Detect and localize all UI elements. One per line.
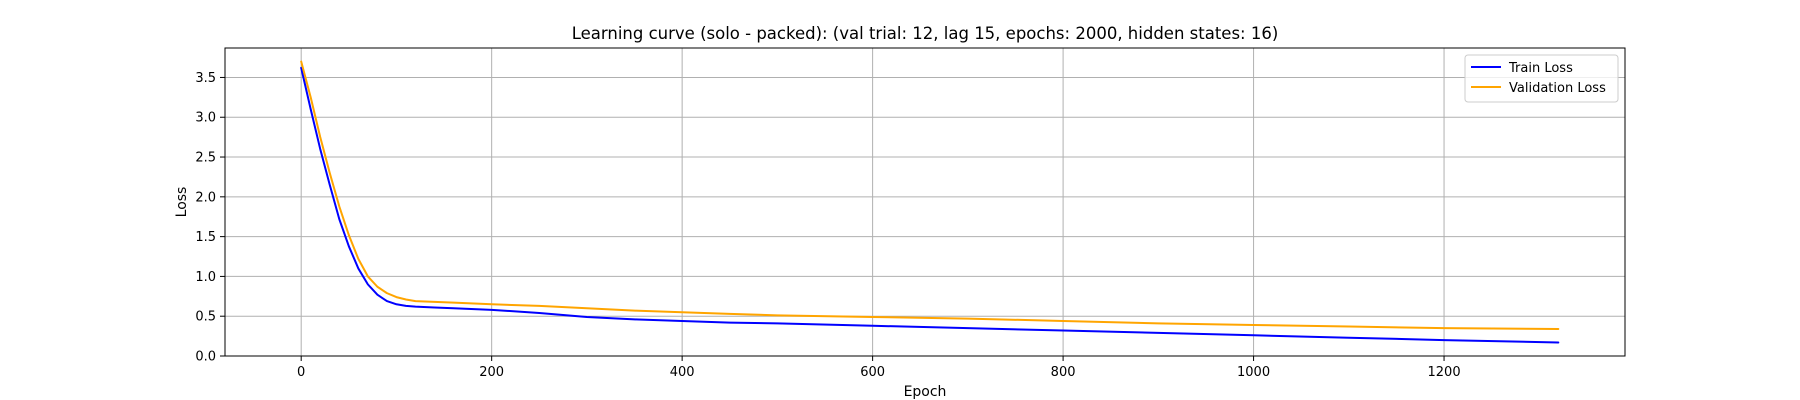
y-axis-label: Loss [174,187,190,218]
y-tick-label: 3.0 [195,111,216,126]
y-tick-label: 3.5 [195,71,216,86]
legend: Train Loss Validation Loss [1464,54,1619,103]
y-tick-label: 1.0 [195,270,216,285]
legend-label-validation-loss: Validation Loss [1509,81,1606,96]
y-tick-label: 0.0 [195,350,216,365]
series-line-train-loss [300,66,1560,344]
y-tick-label: 0.5 [195,310,216,325]
y-tick-label: 1.5 [195,230,216,245]
x-tick-label: 800 [1051,365,1076,380]
plot-frame [224,47,1626,357]
y-tick-label: 2.5 [195,151,216,166]
x-tick-label: 600 [860,365,885,380]
legend-box [1464,54,1619,103]
x-tick-label: 0 [297,365,305,380]
x-tick-label: 400 [670,365,695,380]
x-axis-label: Epoch [904,384,947,400]
series-line-validation-loss [300,60,1560,330]
axis-ticks: 0 200 400 600 800 1000 1200 0.0 0.5 1.0 1.5 2.0 2.5 3… [195,71,1460,380]
y-tick-label: 2.0 [195,190,216,205]
x-tick-label: 1000 [1237,365,1270,380]
legend-label-train-loss: Train Loss [1508,61,1573,76]
series-lines [300,60,1560,344]
x-tick-label: 1200 [1428,365,1461,380]
x-tick-label: 200 [479,365,504,380]
chart-title: Learning curve (solo - packed): (val tri… [572,24,1279,43]
